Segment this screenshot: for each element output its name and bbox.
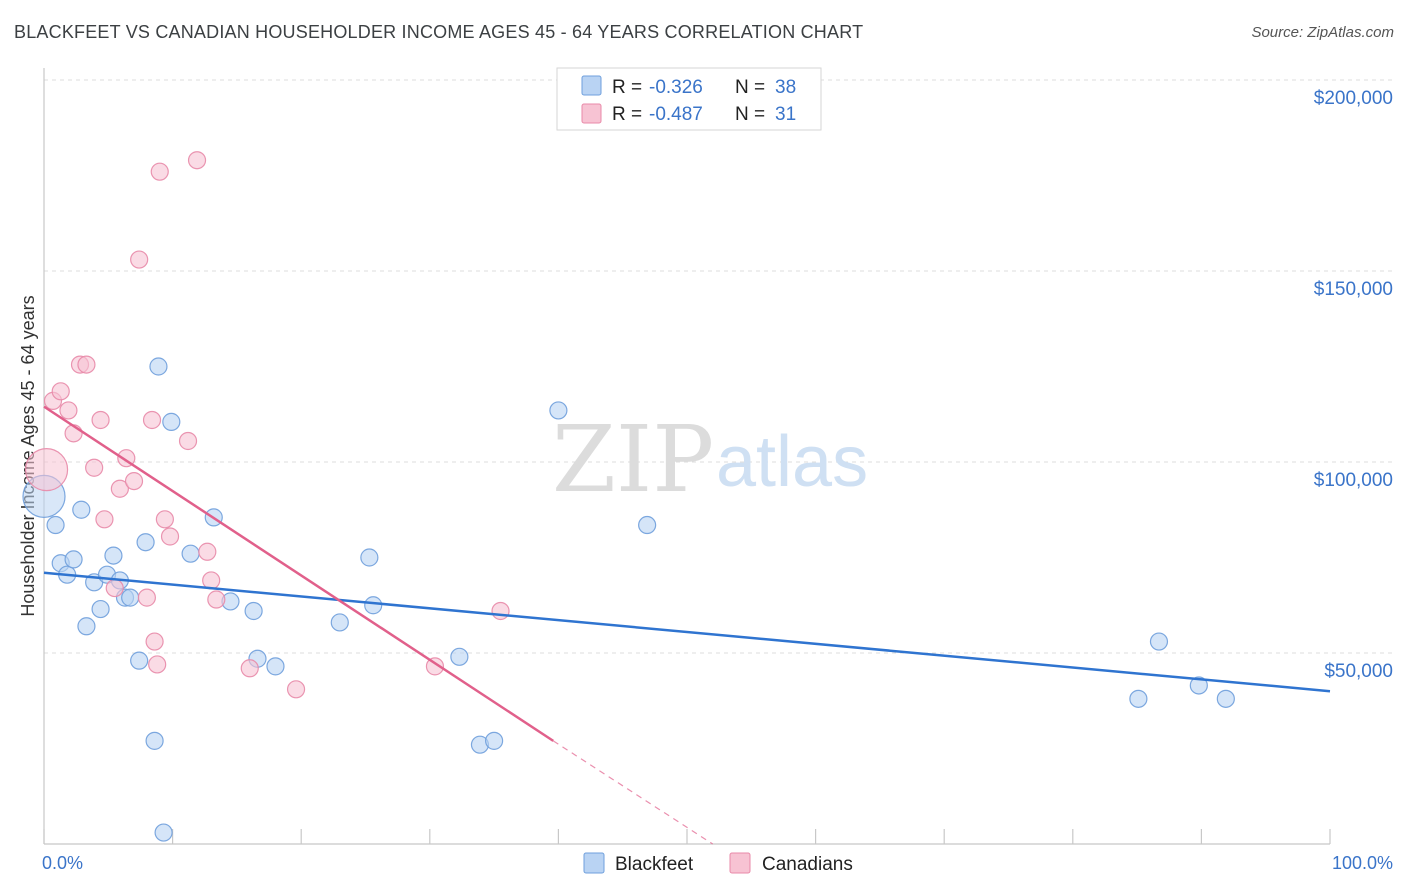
point-blackfeet xyxy=(450,647,469,666)
point-blackfeet xyxy=(136,533,155,552)
point-blackfeet xyxy=(46,515,65,535)
point-canadians xyxy=(425,657,445,676)
point-blackfeet xyxy=(149,357,168,376)
x-tick-label-min: 0.0% xyxy=(42,853,83,873)
point-blackfeet xyxy=(1149,632,1169,651)
legend-r-value-blackfeet: -0.326 xyxy=(649,77,703,98)
point-blackfeet xyxy=(72,500,91,519)
point-blackfeet xyxy=(485,731,504,750)
point-blackfeet xyxy=(104,546,123,565)
point-blackfeet xyxy=(181,544,200,563)
series-legend-label-blackfeet[interactable]: Blackfeet xyxy=(615,854,694,875)
watermark: ZIP atlas xyxy=(552,406,868,513)
legend-swatch-blackfeet xyxy=(581,75,602,96)
point-canadians xyxy=(145,632,164,651)
grid-lines xyxy=(44,79,1395,654)
point-canadians xyxy=(77,355,96,374)
y-tick-label: $200,000 xyxy=(1314,88,1393,109)
point-blackfeet xyxy=(364,596,383,615)
point-canadians xyxy=(198,542,217,561)
point-blackfeet xyxy=(130,651,149,670)
point-blackfeet xyxy=(638,515,657,535)
legend-r-value-canadians: -0.487 xyxy=(649,104,703,125)
point-canadians xyxy=(142,410,162,430)
series-legend-swatch-blackfeet[interactable] xyxy=(583,852,605,874)
point-blackfeet xyxy=(244,601,263,621)
point-canadians xyxy=(178,431,198,451)
point-blackfeet xyxy=(145,731,164,750)
point-canadians xyxy=(491,601,510,621)
point-canadians xyxy=(155,510,174,529)
legend-swatch-canadians xyxy=(581,103,602,124)
chart-source: Source: ZipAtlas.com xyxy=(1251,24,1394,41)
y-axis-label: Householder Income Ages 45 - 64 years xyxy=(18,295,38,616)
point-canadians xyxy=(59,401,78,420)
point-blackfeet xyxy=(64,550,83,569)
y-tick-labels: $50,000 $100,000 $150,000 $200,000 xyxy=(1314,88,1393,682)
trend-line-extension-canadians xyxy=(552,740,714,845)
y-tick-label: $50,000 xyxy=(1324,661,1393,682)
trend-line-canadians xyxy=(43,405,554,742)
trend-lines xyxy=(43,405,1331,845)
legend-n-label-blackfeet: N = xyxy=(735,77,765,98)
y-tick-label: $100,000 xyxy=(1314,470,1393,491)
series-legend: Blackfeet Canadians xyxy=(583,852,853,875)
point-blackfeet xyxy=(1189,676,1208,695)
watermark-zip: ZIP xyxy=(552,406,714,513)
series-legend-label-canadians[interactable]: Canadians xyxy=(762,854,853,875)
point-canadians xyxy=(148,655,167,674)
point-blackfeet xyxy=(162,412,181,431)
point-blackfeet xyxy=(549,401,568,420)
point-canadians xyxy=(160,527,180,546)
point-blackfeet xyxy=(77,617,96,636)
point-blackfeet xyxy=(91,599,110,619)
point-canadians xyxy=(137,588,156,607)
legend-n-value-blackfeet: 38 xyxy=(775,77,796,98)
stats-legend: R = -0.326 N = 38 R = -0.487 N = 31 xyxy=(556,67,822,131)
x-tick-labels: 0.0% 100.0% xyxy=(42,853,1393,873)
point-canadians xyxy=(150,162,169,181)
point-blackfeet xyxy=(360,548,379,567)
point-canadians xyxy=(95,510,114,529)
point-canadians xyxy=(124,472,144,491)
legend-n-value-canadians: 31 xyxy=(775,104,796,125)
point-blackfeet xyxy=(330,613,349,632)
series-legend-swatch-canadians[interactable] xyxy=(729,852,751,874)
point-canadians xyxy=(202,571,221,590)
point-canadians xyxy=(187,151,207,170)
point-blackfeet xyxy=(154,823,173,842)
x-tick-label-max: 100.0% xyxy=(1332,853,1393,873)
point-canadians xyxy=(286,680,306,699)
point-canadians xyxy=(105,578,124,598)
chart-title: BLACKFEET VS CANADIAN HOUSEHOLDER INCOME… xyxy=(14,22,864,42)
watermark-atlas: atlas xyxy=(716,422,868,502)
point-canadians xyxy=(207,590,226,609)
point-canadians xyxy=(85,458,104,477)
point-canadians xyxy=(240,659,259,678)
point-canadians xyxy=(91,410,110,430)
point-canadians xyxy=(110,479,129,498)
point-blackfeet xyxy=(121,588,140,607)
legend-r-label-blackfeet: R = xyxy=(612,77,642,98)
legend-r-label-canadians: R = xyxy=(612,104,642,125)
point-blackfeet xyxy=(1129,689,1148,708)
point-blackfeet xyxy=(1216,689,1235,708)
legend-n-label-canadians: N = xyxy=(735,104,765,125)
point-canadians xyxy=(24,448,69,492)
data-points xyxy=(22,151,1235,842)
point-canadians xyxy=(51,382,70,401)
point-blackfeet xyxy=(266,657,285,676)
x-tick-marks xyxy=(43,829,1331,844)
trend-line-blackfeet xyxy=(43,571,1331,693)
point-canadians xyxy=(130,250,149,269)
y-tick-label: $150,000 xyxy=(1314,279,1393,300)
